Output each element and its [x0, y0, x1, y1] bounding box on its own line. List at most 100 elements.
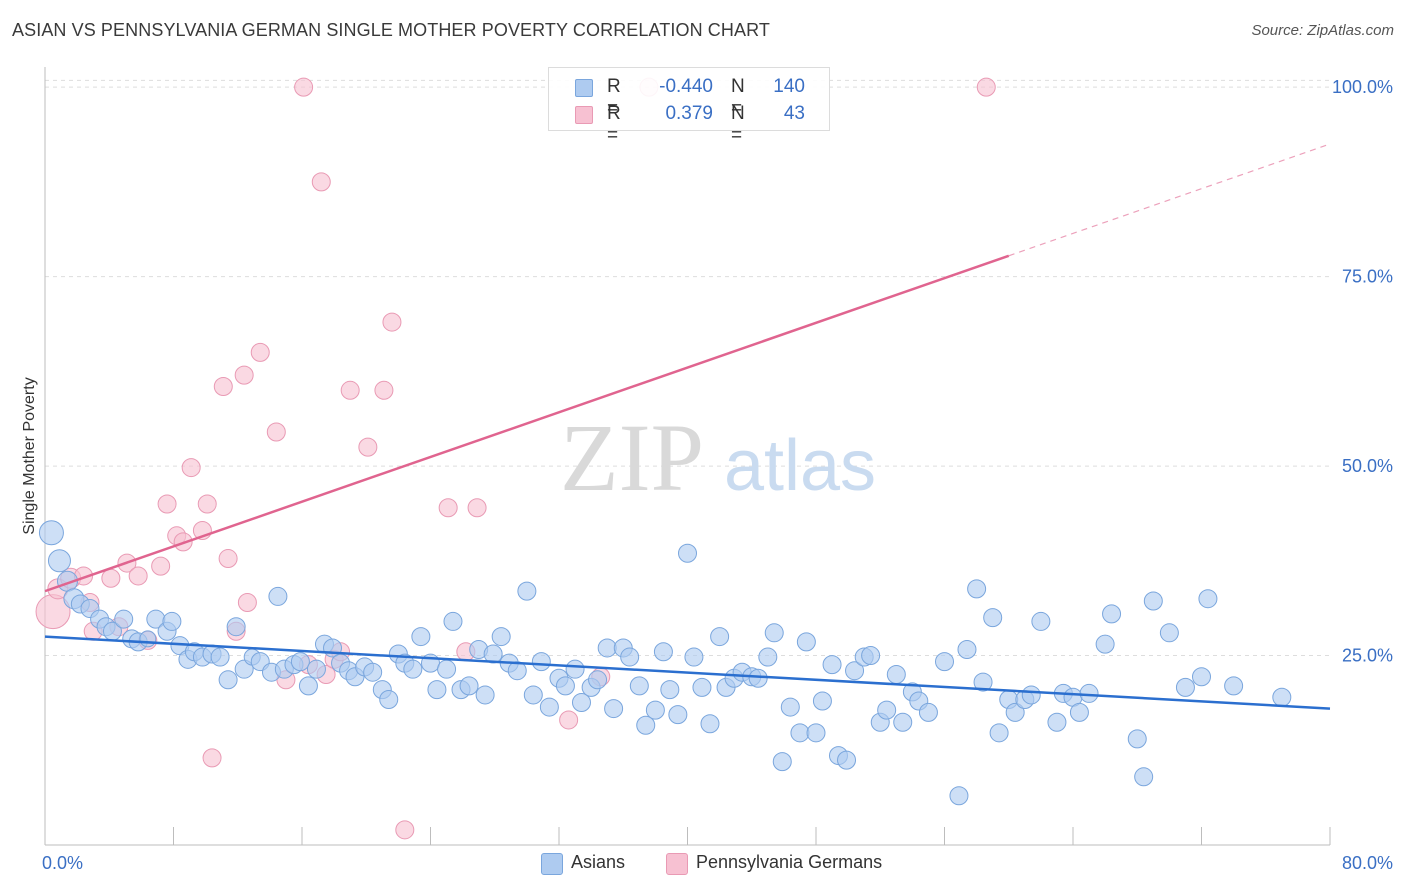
- pennsylvania-german-point: [559, 710, 579, 730]
- pennsylvania-german-point: [202, 748, 222, 768]
- asian-point: [1069, 702, 1089, 722]
- asian-point: [604, 699, 624, 719]
- asian-point: [531, 652, 551, 672]
- legend-label-pennsylvania-germans: Pennsylvania Germans: [696, 852, 883, 872]
- asian-point: [790, 723, 810, 743]
- pennsylvania-german-point: [266, 422, 286, 442]
- asian-point: [684, 647, 704, 667]
- asian-point: [748, 668, 768, 688]
- asian-point: [918, 702, 938, 722]
- asian-point: [660, 680, 680, 700]
- asian-point: [403, 659, 423, 679]
- asian-point: [877, 700, 897, 720]
- asian-point: [886, 664, 906, 684]
- asian-point: [1159, 623, 1179, 643]
- asian-point: [1198, 589, 1218, 609]
- asian-point: [1005, 702, 1025, 722]
- pennsylvania-german-point: [181, 458, 201, 478]
- pennsylvania-german-point: [311, 172, 331, 192]
- asian-point: [636, 715, 656, 735]
- pennsylvania-german-point: [340, 380, 360, 400]
- legend-r-label: R =: [607, 103, 621, 146]
- pennsylvania-german-point: [438, 498, 458, 518]
- asian-point: [459, 676, 479, 696]
- pennsylvania-german-point: [374, 380, 394, 400]
- y-tick-label: 75.0%: [1342, 267, 1393, 287]
- legend-label-asians: Asians: [571, 852, 626, 872]
- asian-point: [967, 579, 987, 599]
- asian-point: [678, 543, 697, 563]
- asian-point: [571, 693, 591, 713]
- asian-point: [363, 662, 383, 682]
- asian-point: [139, 630, 157, 648]
- pennsylvania-german-point: [237, 592, 257, 612]
- stats-legend: R = -0.440 N = 140 R = 0.379 N = 43: [548, 67, 830, 146]
- asian-point: [218, 670, 238, 690]
- pennsylvania-germans-trend-line-extension: [1008, 143, 1331, 257]
- asian-point: [1134, 767, 1154, 787]
- asian-point: [983, 608, 1003, 628]
- y-tick-label: 100.0%: [1332, 77, 1393, 97]
- trend-lines: [44, 143, 1331, 710]
- asian-point: [38, 520, 64, 546]
- asian-point: [379, 689, 399, 709]
- asian-point: [822, 655, 842, 675]
- asian-point: [539, 697, 559, 717]
- asian-point: [837, 750, 857, 770]
- pennsylvania-german-point: [382, 312, 402, 332]
- asian-point: [845, 661, 865, 681]
- pennsylvania-german-point: [358, 437, 378, 457]
- asians-trend-line: [44, 635, 1331, 710]
- asian-point: [700, 714, 720, 734]
- asian-point: [949, 786, 969, 806]
- asian-point: [306, 659, 326, 679]
- asian-point: [114, 609, 134, 629]
- asian-point: [780, 697, 800, 717]
- legend-swatch-blue: [575, 79, 593, 97]
- legend-swatch-pink: [666, 853, 688, 875]
- asian-point: [893, 712, 913, 732]
- legend-n-label: N =: [731, 76, 745, 119]
- watermark-atlas: atlas: [724, 426, 876, 506]
- asian-point: [1175, 677, 1195, 697]
- pennsylvania-german-point: [157, 494, 177, 514]
- asian-point: [517, 581, 537, 601]
- chart-title: ASIAN VS PENNSYLVANIA GERMAN SINGLE MOTH…: [12, 20, 770, 40]
- points-asians: [38, 520, 1292, 806]
- asian-point: [764, 623, 784, 643]
- asian-point: [298, 676, 318, 696]
- asian-point: [620, 647, 640, 667]
- asian-point: [507, 661, 527, 681]
- pennsylvania-german-point: [218, 549, 238, 569]
- asian-point: [710, 627, 730, 647]
- pennsylvania-german-point: [294, 77, 314, 97]
- asian-point: [437, 659, 457, 679]
- asian-point: [861, 646, 881, 666]
- asian-point: [989, 723, 1009, 743]
- legend-n-value: 140: [773, 76, 805, 97]
- asian-point: [588, 670, 608, 690]
- pennsylvania-german-point: [467, 498, 487, 518]
- watermark-zip: ZIP: [560, 404, 704, 511]
- pennsylvania-german-point: [213, 377, 233, 397]
- asian-point: [565, 659, 585, 679]
- pennsylvania-german-point: [101, 568, 121, 588]
- pennsylvania-german-point: [976, 77, 996, 97]
- asian-point: [1095, 634, 1115, 654]
- y-tick-label: 50.0%: [1342, 456, 1393, 476]
- legend-r-value: 0.379: [665, 103, 713, 124]
- legend-r-label: R =: [607, 76, 621, 119]
- asian-point: [491, 627, 511, 647]
- asian-point: [411, 627, 431, 647]
- asian-point: [629, 676, 649, 696]
- asian-point: [1079, 683, 1099, 703]
- asian-point: [668, 705, 688, 725]
- asian-point: [268, 586, 288, 606]
- asian-point: [555, 676, 575, 696]
- asian-point: [427, 680, 447, 700]
- asian-point: [812, 691, 832, 711]
- x-tick-label: 0.0%: [42, 853, 83, 873]
- legend-swatch-blue: [541, 853, 563, 875]
- asian-point: [1021, 685, 1041, 705]
- asian-point: [1224, 676, 1244, 696]
